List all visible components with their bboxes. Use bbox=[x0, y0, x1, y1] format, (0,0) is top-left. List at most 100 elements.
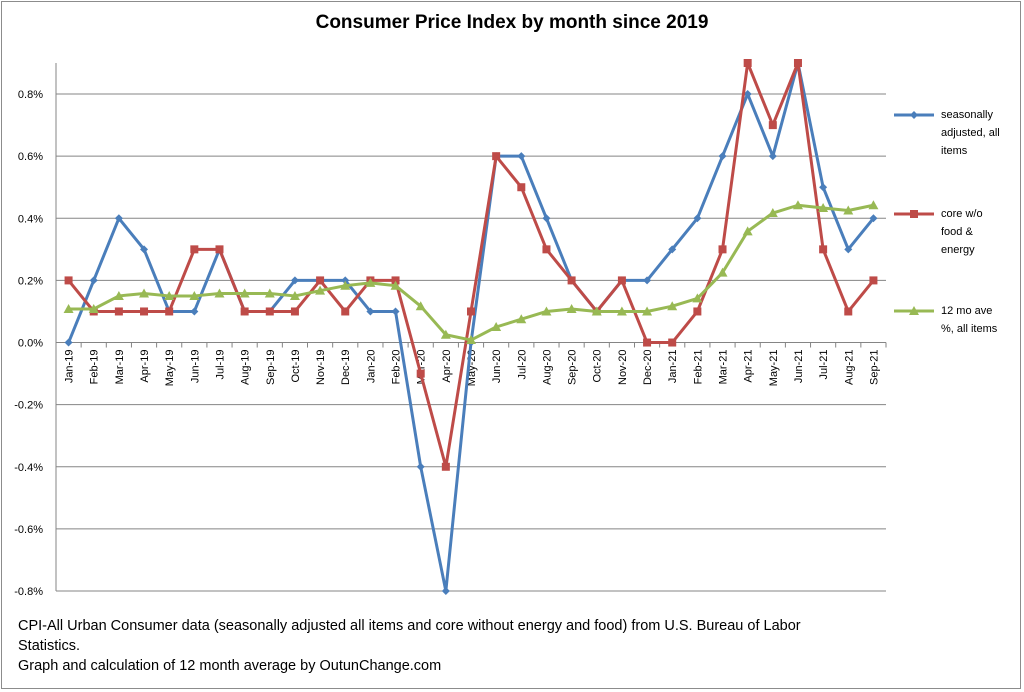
legend-entry: 12 mo ave %, all items bbox=[941, 302, 1024, 338]
data-point bbox=[718, 152, 727, 161]
data-point bbox=[240, 307, 249, 316]
data-point bbox=[366, 307, 375, 316]
data-point bbox=[190, 307, 199, 316]
data-point bbox=[668, 338, 677, 347]
data-point bbox=[215, 245, 224, 254]
data-point bbox=[491, 322, 502, 331]
data-point bbox=[365, 277, 376, 287]
chart-footnote: CPI-All Urban Consumer data (seasonally … bbox=[18, 616, 898, 676]
data-point bbox=[743, 90, 752, 99]
data-point bbox=[516, 314, 527, 324]
data-point bbox=[768, 152, 777, 161]
data-point bbox=[214, 288, 225, 298]
data-point bbox=[668, 245, 677, 254]
legend-label: seasonally bbox=[941, 109, 993, 121]
data-point bbox=[113, 290, 124, 300]
data-point bbox=[290, 276, 299, 285]
x-tick-label: Jan-21 bbox=[667, 350, 679, 384]
data-point bbox=[667, 301, 678, 311]
data-point bbox=[164, 290, 175, 300]
y-tick-label: 0.4% bbox=[18, 213, 43, 225]
data-point bbox=[290, 307, 299, 316]
y-tick-label: 0.6% bbox=[18, 151, 43, 163]
y-tick-label: -0.8% bbox=[14, 586, 43, 598]
legend-marker bbox=[909, 306, 919, 315]
footnote-line-3: Graph and calculation of 12 month averag… bbox=[18, 658, 442, 674]
data-point bbox=[541, 306, 552, 316]
data-point bbox=[843, 205, 854, 215]
data-point bbox=[289, 290, 300, 300]
data-point bbox=[63, 303, 74, 313]
x-tick-label: Feb-20 bbox=[391, 350, 403, 385]
x-tick-label: Apr-19 bbox=[139, 350, 151, 383]
data-point bbox=[567, 276, 576, 285]
data-point bbox=[340, 280, 351, 290]
data-point bbox=[88, 303, 99, 313]
data-point bbox=[793, 59, 802, 67]
x-tick-label: Aug-21 bbox=[843, 350, 855, 385]
y-tick-label: -0.2% bbox=[14, 400, 43, 412]
data-point bbox=[239, 288, 250, 298]
x-tick-label: Nov-19 bbox=[315, 350, 327, 385]
footnote-line-1: CPI-All Urban Consumer data (seasonally … bbox=[18, 618, 801, 634]
x-tick-label: Oct-19 bbox=[290, 350, 302, 383]
data-point bbox=[742, 226, 753, 236]
data-point bbox=[315, 285, 326, 295]
x-tick-label: Jun-19 bbox=[189, 350, 201, 384]
data-point bbox=[617, 276, 626, 285]
x-tick-label: Jan-20 bbox=[365, 350, 377, 384]
x-tick-label: Jul-21 bbox=[818, 350, 830, 380]
legend-label: core w/o bbox=[941, 208, 983, 220]
y-tick-label: 0.8% bbox=[18, 89, 43, 101]
data-point bbox=[265, 307, 274, 316]
legend-label: %, all items bbox=[941, 323, 998, 335]
y-tick-label: -0.4% bbox=[14, 462, 43, 474]
data-point bbox=[844, 307, 853, 316]
x-tick-label: Dec-19 bbox=[340, 350, 352, 385]
data-point bbox=[616, 306, 627, 316]
x-tick-label: Sep-20 bbox=[567, 350, 579, 385]
x-tick-label: Jul-20 bbox=[516, 350, 528, 380]
y-tick-label: -0.6% bbox=[14, 524, 43, 536]
x-tick-label: May-21 bbox=[768, 350, 780, 387]
data-point bbox=[818, 203, 829, 213]
data-point bbox=[140, 245, 149, 254]
x-tick-label: Dec-20 bbox=[642, 350, 654, 385]
x-tick-label: Aug-19 bbox=[240, 350, 252, 385]
data-point bbox=[114, 307, 123, 316]
x-tick-label: Apr-21 bbox=[743, 350, 755, 383]
data-point bbox=[64, 276, 73, 285]
x-tick-label: Jan-19 bbox=[64, 350, 76, 384]
data-point bbox=[819, 183, 828, 192]
data-point bbox=[415, 301, 426, 311]
data-point bbox=[792, 200, 803, 210]
data-point bbox=[391, 276, 400, 285]
data-point bbox=[190, 245, 199, 254]
data-point bbox=[441, 587, 450, 595]
x-tick-label: Mar-19 bbox=[114, 350, 126, 385]
x-tick-label: Sep-21 bbox=[868, 350, 880, 385]
x-tick-label: Aug-20 bbox=[541, 350, 553, 385]
data-point bbox=[264, 288, 275, 298]
data-point bbox=[467, 307, 475, 316]
legend-label: items bbox=[941, 145, 968, 157]
data-point bbox=[844, 245, 853, 254]
series-line bbox=[67, 61, 875, 593]
x-tick-label: Feb-19 bbox=[89, 350, 101, 385]
data-point bbox=[165, 307, 174, 316]
data-point bbox=[642, 306, 653, 316]
data-point bbox=[391, 307, 400, 316]
data-point bbox=[114, 214, 123, 223]
legend-label: food & bbox=[941, 226, 973, 238]
x-tick-label: Nov-20 bbox=[617, 350, 629, 385]
x-tick-label: Mar-21 bbox=[718, 350, 730, 385]
legend-entry: seasonally adjusted, all items bbox=[941, 106, 1024, 160]
data-point bbox=[767, 208, 778, 218]
data-point bbox=[566, 303, 577, 313]
data-point bbox=[768, 121, 777, 130]
data-point bbox=[517, 183, 526, 192]
data-point bbox=[441, 462, 450, 471]
legend-label: energy bbox=[941, 244, 975, 256]
data-point bbox=[341, 276, 350, 285]
